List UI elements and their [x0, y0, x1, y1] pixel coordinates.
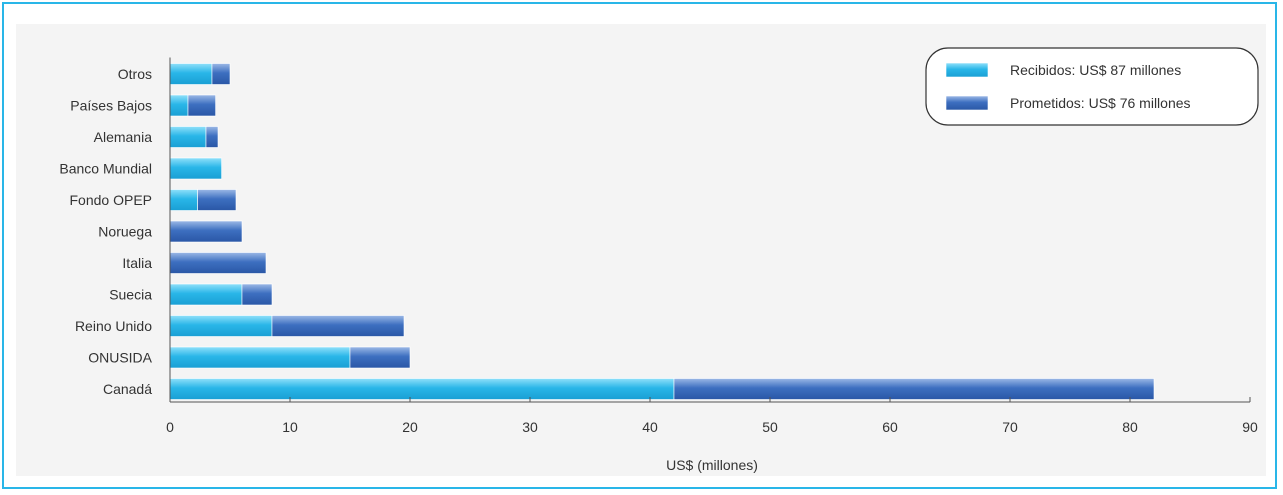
bar-prometidos-italia: [169, 252, 267, 274]
bar-recibidos-reino-unido: [169, 315, 273, 337]
category-label-reino-unido: Reino Unido: [75, 318, 152, 334]
legend-swatch-recibidos: [945, 62, 989, 78]
category-label-italia: Italia: [122, 255, 152, 271]
x-axis: 0 10 20 30 40 50 60 70 80 90: [166, 57, 1258, 435]
legend: Recibidos: US$ 87 millones Prometidos: US…: [925, 47, 1259, 126]
legend-swatch-prometidos: [945, 95, 989, 111]
bar-recibidos-fondo-opep: [169, 189, 198, 211]
x-tick-label: 40: [642, 419, 658, 435]
legend-label-prometidos: Prometidos: US$ 76 millones: [1010, 95, 1191, 111]
legend-box: [925, 47, 1259, 126]
bar-prometidos-onusida: [349, 346, 411, 369]
bar-prometidos-canada: [673, 378, 1155, 400]
x-tick-label: 80: [1122, 419, 1138, 435]
category-label-onusida: ONUSIDA: [88, 350, 152, 366]
bar-prometidos-fondo-opep: [197, 189, 237, 211]
legend-label-recibidos: Recibidos: US$ 87 millones: [1010, 62, 1181, 78]
bar-prometidos-paises-bajos: [187, 94, 216, 117]
x-tick-label: 60: [882, 419, 898, 435]
category-label-otros: Otros: [118, 66, 152, 82]
category-label-banco-mundial: Banco Mundial: [59, 161, 152, 177]
bar-recibidos-banco-mundial: [169, 157, 222, 180]
bars-layer: [169, 63, 1155, 400]
x-tick-label: 30: [522, 419, 538, 435]
x-tick-label: 90: [1242, 419, 1258, 435]
bar-prometidos-otros: [211, 63, 231, 85]
category-label-noruega: Noruega: [98, 224, 152, 240]
bar-prometidos-reino-unido: [271, 315, 405, 337]
x-tick-label: 10: [282, 419, 298, 435]
chart-frame: [2, 2, 1277, 489]
bar-prometidos-suecia: [241, 283, 273, 306]
x-tick-label: 0: [166, 419, 174, 435]
category-label-suecia: Suecia: [109, 287, 152, 303]
bar-recibidos-suecia: [169, 283, 243, 306]
x-tick-label: 50: [762, 419, 778, 435]
bar-recibidos-onusida: [169, 346, 351, 369]
bar-prometidos-noruega: [169, 220, 243, 243]
bar-prometidos-alemania: [205, 126, 219, 148]
bar-recibidos-otros: [169, 63, 213, 85]
x-tick-label: 20: [402, 419, 418, 435]
bar-recibidos-alemania: [169, 126, 207, 148]
category-label-canada: Canadá: [103, 381, 152, 397]
x-tick-label: 70: [1002, 419, 1018, 435]
x-axis-title: US$ (millones): [666, 457, 758, 473]
category-label-alemania: Alemania: [94, 129, 153, 145]
bar-recibidos-paises-bajos: [169, 94, 189, 117]
bar-recibidos-canada: [169, 378, 675, 400]
y-axis-labels: Otros Países Bajos Alemania Banco Mundial Fo…: [59, 66, 152, 397]
category-label-fondo-opep: Fondo OPEP: [70, 192, 153, 208]
category-label-paises-bajos: Países Bajos: [70, 98, 152, 114]
